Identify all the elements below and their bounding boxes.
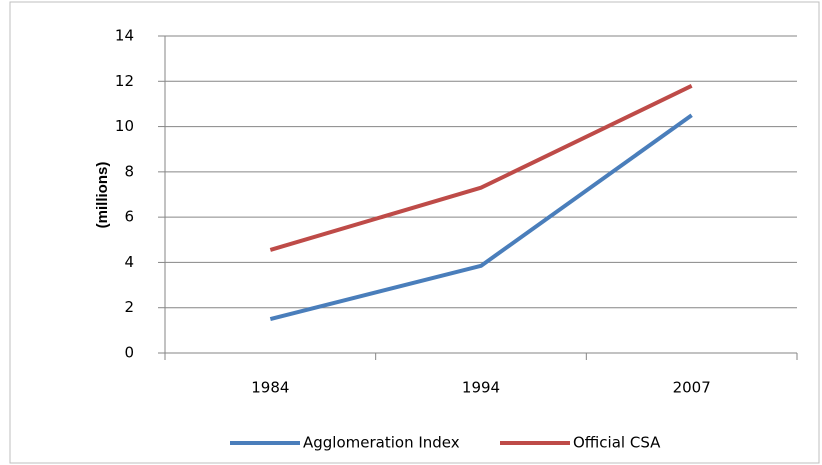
x-tick-label: 1994 (462, 379, 500, 397)
y-tick-label: 12 (115, 72, 134, 90)
y-tick-label: 10 (115, 117, 134, 135)
y-tick-label: 6 (124, 208, 134, 226)
chart-border (9, 1, 820, 464)
y-axis-label: (millions) (94, 162, 111, 229)
y-tick-label: 2 (124, 298, 134, 316)
y-tick-label: 0 (124, 344, 134, 362)
x-tick-label: 2007 (673, 379, 711, 397)
y-tick-label: 14 (115, 27, 134, 45)
series-line (269, 84, 693, 252)
series-line (269, 113, 693, 321)
legend-label: Official CSA (573, 434, 661, 452)
y-tick-label: 8 (124, 162, 134, 180)
x-tick-label: 1984 (251, 379, 289, 397)
legend-label: Agglomeration Index (303, 434, 460, 452)
y-tick-label: 4 (124, 253, 134, 271)
